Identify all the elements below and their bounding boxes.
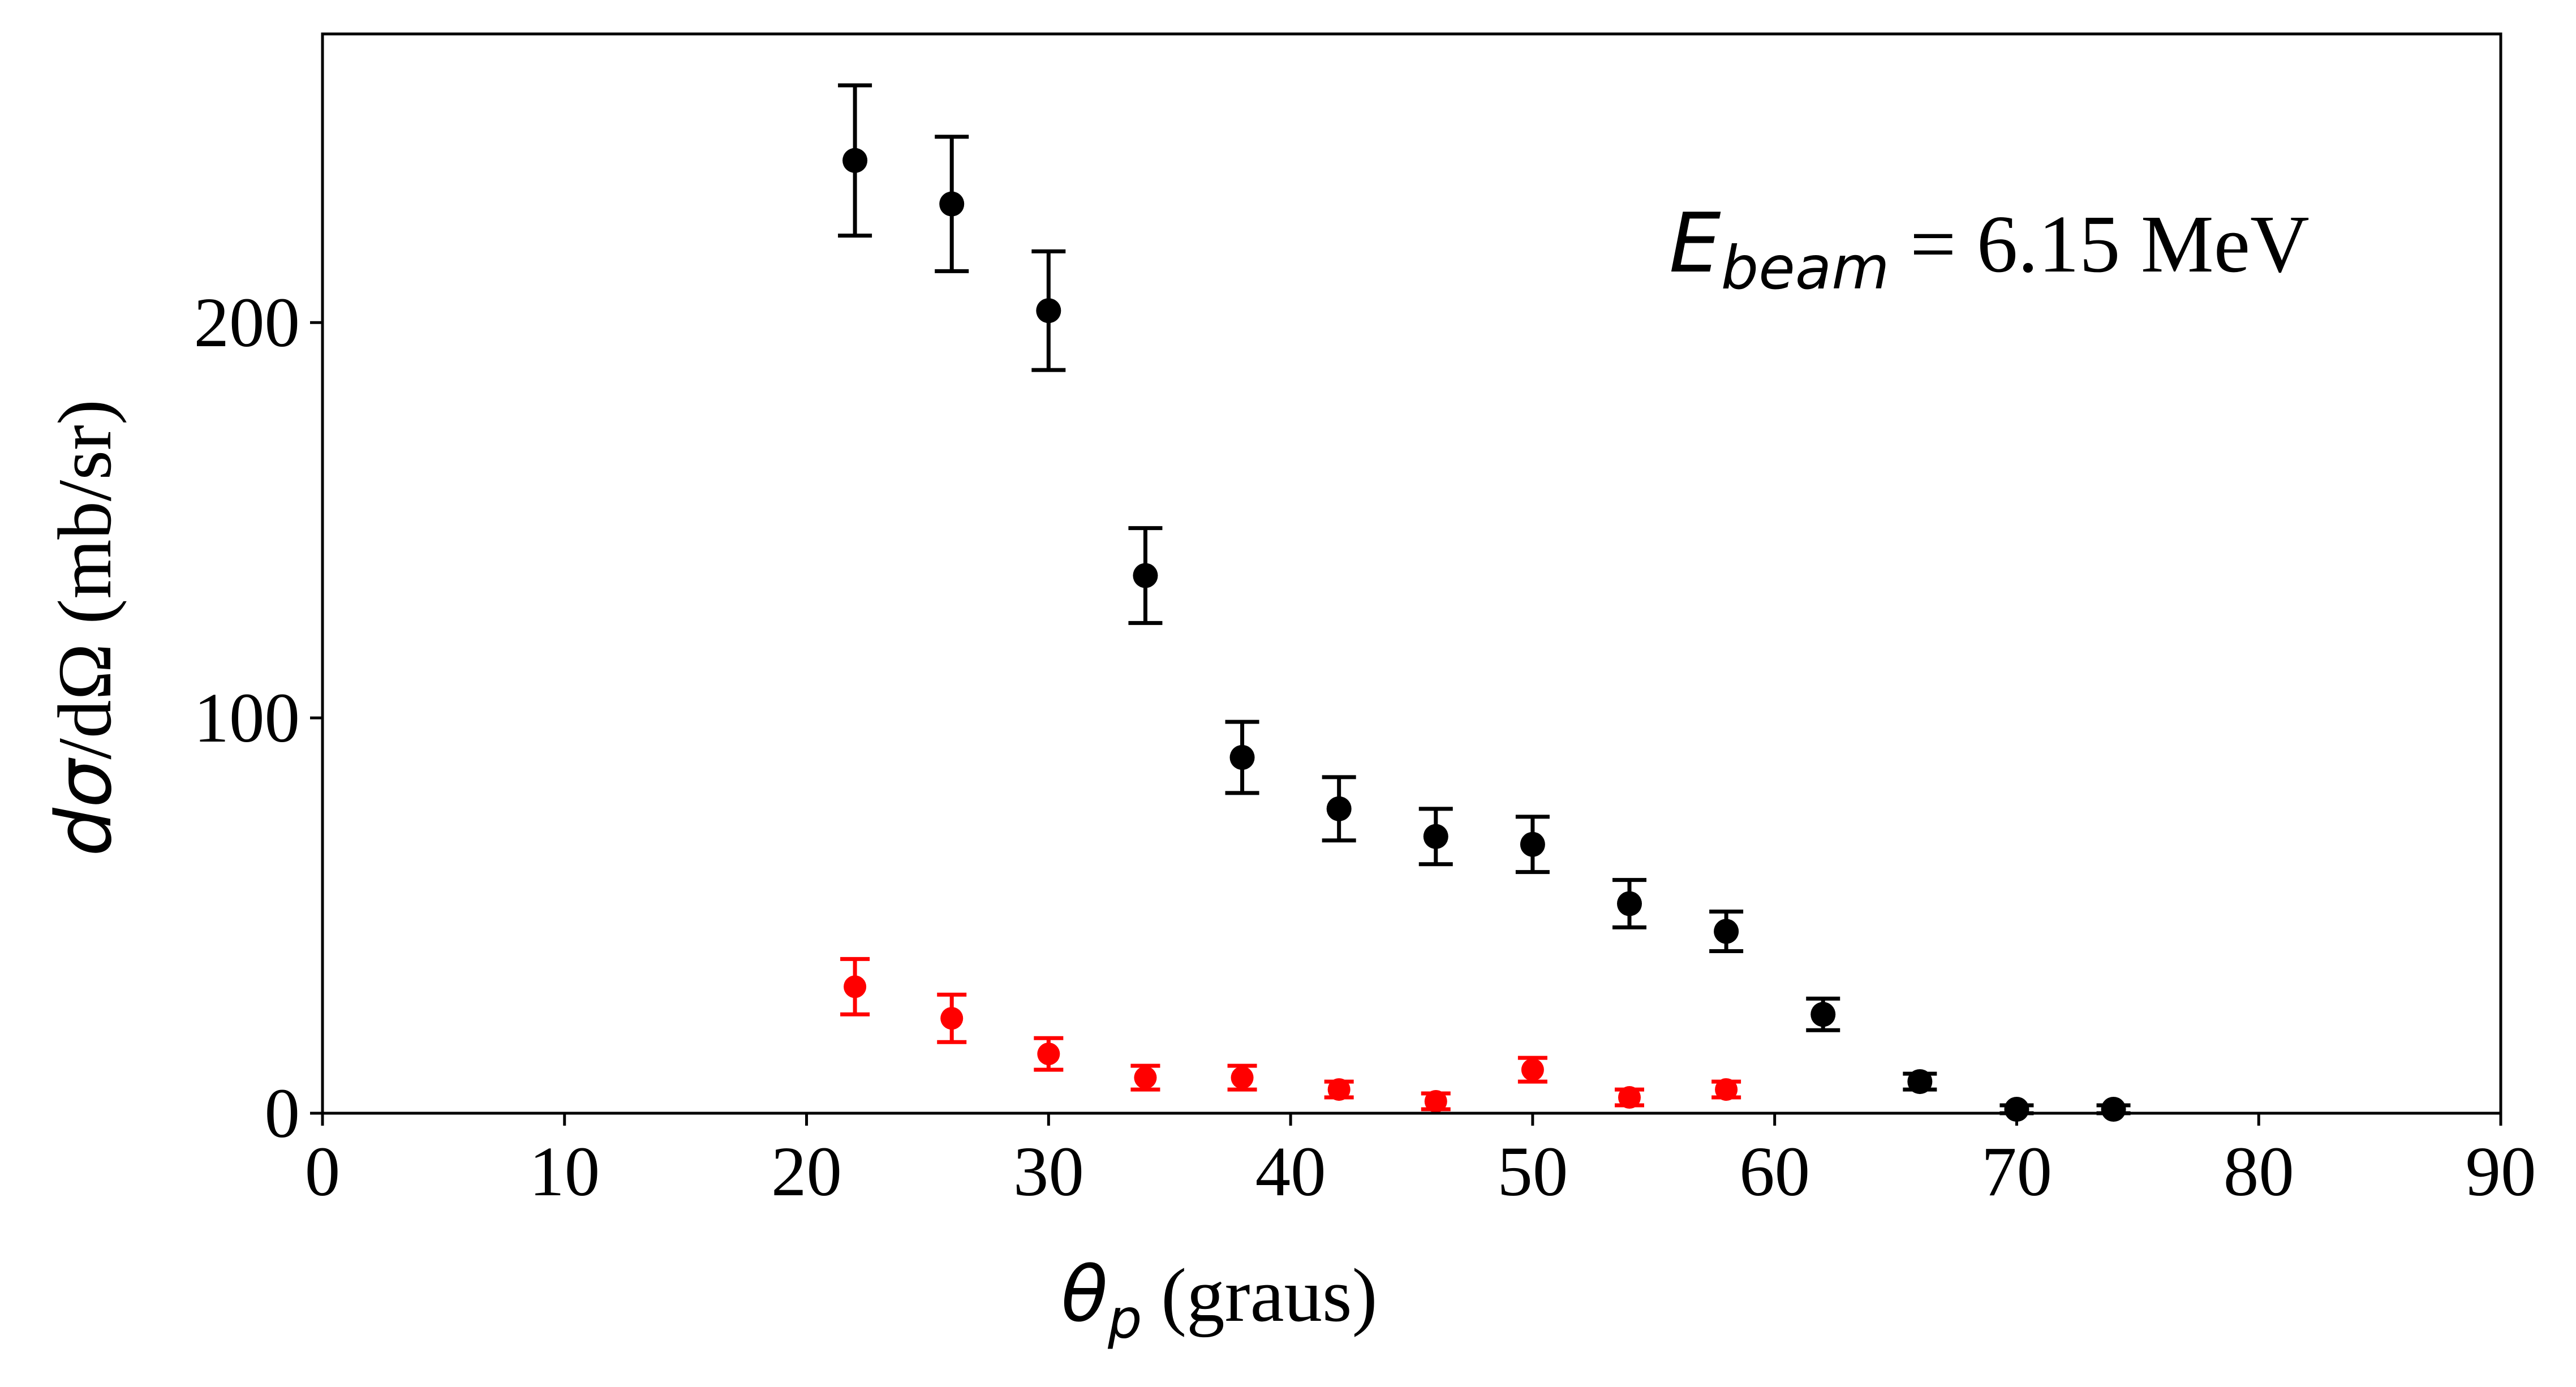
annotation-text: = 6.15 MeV [1890, 199, 2310, 290]
x-axis-label-text: (graus) [1142, 1254, 1377, 1338]
data-point [2101, 1097, 2126, 1122]
x-tick-label: 10 [529, 1133, 600, 1211]
x-tick-label: 60 [1739, 1133, 1810, 1211]
plot-frame [321, 32, 2502, 1115]
data-point [1424, 1090, 1447, 1113]
series-1 [840, 957, 1741, 1113]
y-axis-label-symbol: σ [40, 757, 128, 808]
annotation-symbol: E [1669, 196, 1721, 291]
data-point [1618, 1086, 1641, 1109]
data-point [1617, 891, 1642, 916]
x-axis-label: θp (graus) [1061, 1250, 1378, 1351]
data-point [1810, 1002, 1836, 1027]
data-point [1229, 744, 1255, 770]
x-tick-label: 90 [2466, 1133, 2536, 1211]
data-point [1231, 1066, 1254, 1089]
data-point [939, 191, 965, 217]
x-tick-label: 40 [1255, 1133, 1326, 1211]
data-point [1715, 1078, 1738, 1101]
annotation-subscript: beam [1721, 234, 1890, 303]
x-tick-label: 30 [1013, 1133, 1084, 1211]
x-tick-label: 20 [771, 1133, 842, 1211]
data-point [1714, 919, 1739, 944]
data-point [1423, 824, 1448, 849]
x-tick-label: 50 [1497, 1133, 1568, 1211]
y-tick-label: 200 [194, 284, 300, 362]
y-tick-label: 100 [194, 679, 300, 757]
data-point [940, 1007, 964, 1030]
series-0 [838, 83, 2131, 1122]
data-point [1133, 563, 1158, 588]
data-point [842, 148, 868, 173]
x-axis-label-symbol: θ [1061, 1250, 1108, 1339]
data-point [1521, 1058, 1544, 1082]
data-point [2004, 1097, 2029, 1122]
x-tick-label: 0 [305, 1133, 341, 1211]
data-point [1907, 1069, 1933, 1095]
x-tick-label: 80 [2224, 1133, 2294, 1211]
data-point [1037, 1043, 1060, 1066]
data-point [844, 975, 867, 998]
x-axis-ticks: 0 10 20 30 40 50 60 70 80 90 [305, 1113, 2536, 1211]
y-tick-label: 0 [265, 1075, 300, 1153]
y-axis-label: dσ/dΩ (mb/sr) [40, 399, 128, 856]
data-point [1326, 796, 1352, 821]
y-axis-ticks: 0 100 200 [194, 284, 322, 1153]
y-axis-label-text: /dΩ (mb/sr) [43, 399, 127, 760]
x-axis-label-subscript: p [1107, 1289, 1142, 1351]
plot-marks [838, 83, 2131, 1122]
data-point [1134, 1066, 1157, 1089]
data-point [1520, 832, 1545, 857]
data-point [1327, 1078, 1351, 1101]
x-tick-label: 70 [1981, 1133, 2052, 1211]
y-axis-label-prefix: d [40, 807, 128, 856]
data-point [1036, 298, 1061, 324]
annotation: Ebeam = 6.15 MeV [1669, 196, 2310, 303]
